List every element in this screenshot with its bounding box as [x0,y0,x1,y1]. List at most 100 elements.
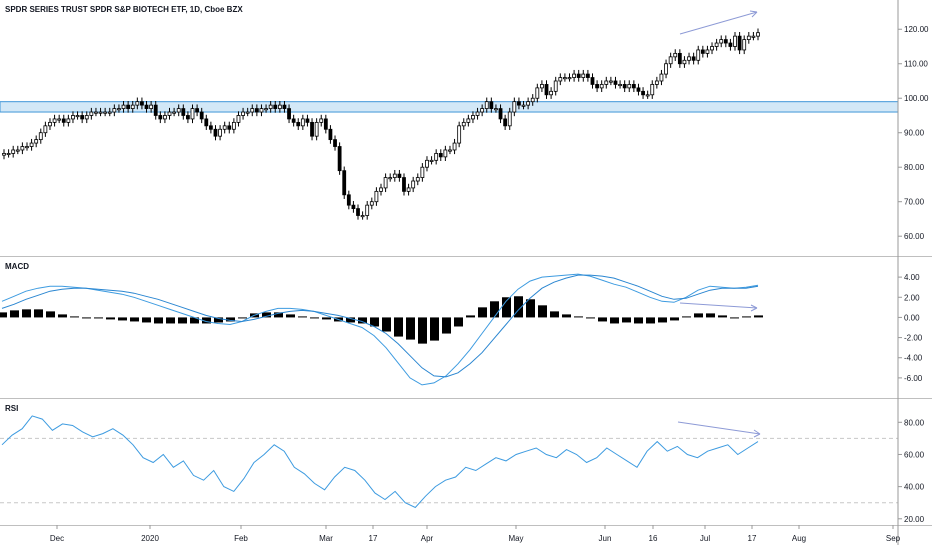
candle-body [645,94,650,97]
candle-body [61,118,66,123]
candle-body [434,153,439,161]
candle-body [296,121,301,127]
macd-histogram-bar [430,317,439,341]
price-tick-label-4: 80.00 [904,163,925,172]
macd-histogram-bar [586,317,595,319]
candle-body [149,104,154,109]
candle-body [89,111,94,116]
candle-body [121,104,126,109]
candle-body [627,84,632,89]
annotation-layer[interactable] [677,10,761,438]
macd-panel[interactable] [0,273,763,386]
candle-body [503,118,508,127]
x-tick-label-9: Jul [700,534,710,543]
candle-body [231,121,236,130]
macd-histogram-bar [46,311,55,318]
macd-histogram-bar [682,316,691,318]
candle-body [360,215,365,218]
candle-body [300,118,305,127]
candle-body [250,108,255,113]
macd-histogram-bar [418,317,427,344]
candle-body [6,153,11,156]
candle-body [517,101,521,106]
candle-body [222,125,227,130]
macd-histogram-bar [718,315,727,318]
candle-body [11,149,16,154]
candle-body [576,73,581,78]
candle-body [20,146,25,151]
macd-histogram-bar [370,317,379,327]
candle-body [15,149,20,152]
candle-body [480,108,485,113]
macd-histogram-bar [730,317,739,319]
candle-body [29,142,34,147]
macd-trend-arrow [679,302,758,309]
candle-body [103,111,108,114]
candle-body [163,115,167,120]
macd-histogram-bar [562,314,571,318]
candle-body [411,180,416,189]
candle-body [733,35,737,47]
candle-body [484,101,489,109]
macd-histogram-bar [406,317,415,340]
candle-body [305,118,310,123]
macd-histogram-bar [502,297,511,318]
candle-body [650,84,655,96]
macd-histogram-bar [106,317,115,320]
candle-body [471,115,475,120]
price-panel[interactable] [0,28,899,220]
candle-body [756,32,760,37]
candle-body [521,104,526,107]
price-tick-label-2: 100.00 [904,94,929,103]
candle-body [333,139,337,147]
candle-body [696,49,701,61]
candle-body [181,108,186,116]
macd-histogram-bar [226,317,235,322]
candle-body [365,204,370,216]
candle-body [563,77,567,80]
candle-body [107,111,112,114]
candle-body [34,139,39,144]
price-trend-arrow [679,11,758,35]
candle-body [236,115,241,123]
candle-body [323,118,328,130]
macd-tick-label-5: -6.00 [904,374,923,383]
candle-body [369,201,374,206]
candle-body [337,146,342,172]
rsi-tick-label-3: 20.00 [904,515,925,524]
candle-body [75,115,80,118]
macd-histogram-bar [574,316,583,318]
candle-body [608,80,613,83]
candle-body [140,101,144,106]
candle-body [84,115,89,120]
candle-body [268,104,273,109]
macd-histogram-bar [634,317,643,324]
candle-body [448,149,452,152]
candle-body [227,125,232,130]
rsi-panel[interactable] [0,415,898,509]
candle-body [682,59,687,65]
candle-body [719,39,724,44]
rsi-trend-arrow [677,421,761,435]
macd-histogram-bar [646,317,655,324]
candle-body [641,90,645,96]
macd-histogram-bar [94,317,103,319]
candle-body [130,104,135,109]
macd-histogram-bar [358,317,367,324]
candle-body [659,73,664,82]
candle-body [379,187,383,192]
candle-body [443,149,448,158]
candle-body [540,84,544,89]
candle-body [544,84,549,96]
x-tick-label-12: Sep [886,534,901,543]
candle-body [186,115,190,120]
candle-body [618,84,622,87]
candle-body [199,111,204,120]
candle-body [654,80,659,85]
candle-body [535,87,540,99]
macd-histogram-bar [202,317,211,324]
rsi-tick-label-0: 80.00 [904,418,925,427]
candle-body [494,108,498,111]
candle-body [604,80,609,85]
